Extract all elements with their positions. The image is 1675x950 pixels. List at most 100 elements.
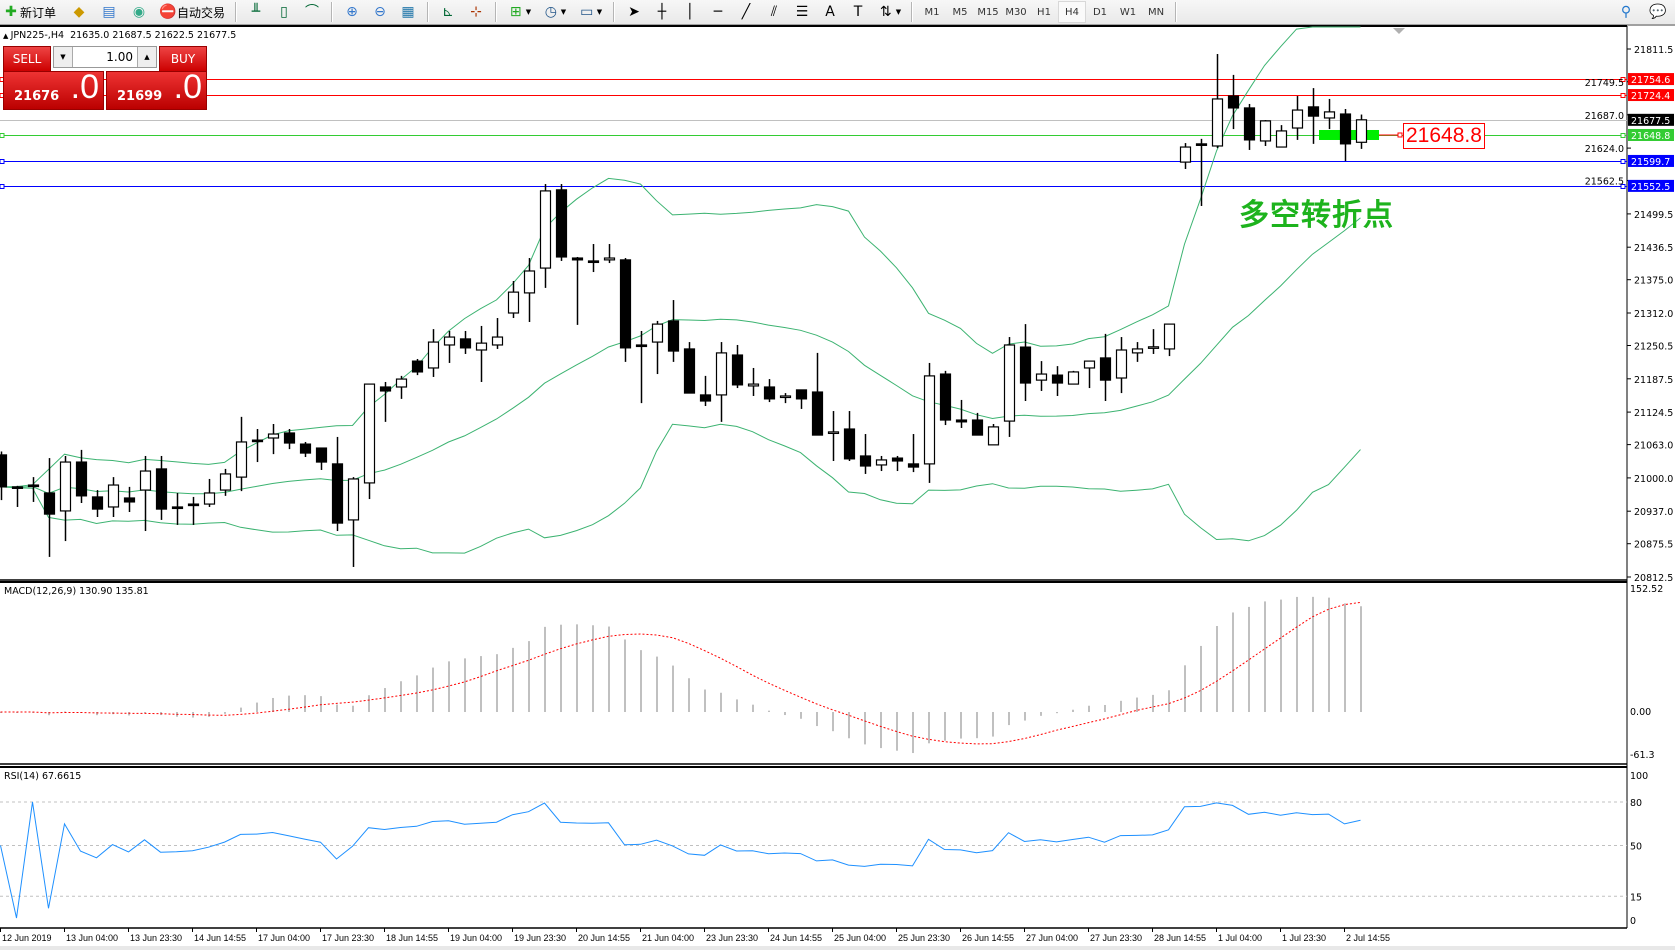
timeframe-m1[interactable]: M1 xyxy=(924,6,940,18)
periods-button[interactable]: ◷ ▼ xyxy=(536,1,572,23)
candle-body-bull xyxy=(1147,346,1160,349)
chat-button[interactable]: 💬 xyxy=(1641,1,1675,23)
line-anchor-left[interactable] xyxy=(0,159,5,164)
lot-size-input[interactable]: 1.00 xyxy=(106,50,133,64)
macd-histogram-bar xyxy=(256,702,258,712)
candle-body-bear xyxy=(1243,107,1256,141)
lot-decrease-button[interactable]: ▼ xyxy=(54,47,73,67)
horizontal-line-button[interactable]: ─ xyxy=(704,1,732,23)
price-label-object[interactable]: 21648.8 xyxy=(1403,123,1485,149)
navigator-button[interactable]: ◉ xyxy=(124,1,154,23)
crosshair-button[interactable]: ┼ xyxy=(648,1,676,23)
candle xyxy=(859,434,872,474)
candle-body-bear xyxy=(731,354,744,386)
new-order-button[interactable]: ✚ 新订单 xyxy=(0,1,58,23)
new-chart-button[interactable]: ⊞ ▼ xyxy=(502,1,536,23)
candle xyxy=(1259,120,1272,146)
timeframe-m15[interactable]: M15 xyxy=(977,6,999,18)
line-anchor-right[interactable] xyxy=(1620,184,1626,189)
line-anchor-left[interactable] xyxy=(0,184,5,189)
cursor-button[interactable]: ➤ xyxy=(620,1,648,23)
candle-body-bull xyxy=(603,257,616,261)
price-label-anchor[interactable] xyxy=(1397,132,1403,138)
candle xyxy=(331,436,344,532)
chart-shift-marker[interactable] xyxy=(1393,28,1405,34)
candle-body-bear xyxy=(299,443,312,454)
candle-body-bull xyxy=(779,395,792,399)
macd-histogram-bar xyxy=(1136,697,1138,712)
templates-button[interactable]: ▭ ▼ xyxy=(572,1,608,23)
macd-axis-label: -61.3 xyxy=(1630,750,1655,761)
macd-histogram-bar xyxy=(1120,700,1122,712)
separator xyxy=(235,2,237,22)
macd-histogram-bar xyxy=(704,689,706,712)
price-badge-bg xyxy=(1628,154,1674,167)
line-anchor-right[interactable] xyxy=(1620,159,1626,164)
collapse-icon[interactable]: ▲ xyxy=(3,32,11,40)
candle-body-bear xyxy=(1099,357,1112,381)
sell-price[interactable]: 21676 .0 xyxy=(3,68,104,110)
timeframe-m5[interactable]: M5 xyxy=(952,6,968,18)
candle-body-bull xyxy=(875,459,888,466)
timeframe-h4[interactable]: H4 xyxy=(1058,1,1086,23)
macd-histogram-bar xyxy=(960,712,962,739)
macd-histogram-bar xyxy=(512,647,514,712)
auto-trading-button[interactable]: ⛔ 自动交易 xyxy=(154,1,230,23)
line-anchor-right[interactable] xyxy=(1620,93,1626,98)
timeframe-d1[interactable]: D1 xyxy=(1092,6,1108,18)
new-order-label: 新订单 xyxy=(19,5,56,20)
lot-size-stepper[interactable]: ▼ 1.00 ▲ xyxy=(53,46,157,68)
vertical-line-button[interactable]: │ xyxy=(676,1,704,23)
line-anchor-right[interactable] xyxy=(1620,133,1626,138)
time-axis: 12 Jun 2019 13 Jun 04:00 13 Jun 23:30 14 Ju… xyxy=(0,928,1675,950)
chart-shift-button[interactable]: ⊹ xyxy=(462,1,490,23)
zoom-in-icon: ⊕ xyxy=(346,4,358,20)
line-chart-button[interactable]: ⌒ xyxy=(298,1,326,23)
timeframe-w1[interactable]: W1 xyxy=(1119,6,1137,18)
line-anchor-right[interactable] xyxy=(1620,77,1626,82)
candle-body-bull xyxy=(923,375,936,465)
lot-increase-button[interactable]: ▲ xyxy=(137,47,156,67)
fibonacci-button[interactable]: ☰ xyxy=(788,1,816,23)
market-watch-button[interactable]: ◆ xyxy=(64,1,94,23)
text-label-button[interactable]: T xyxy=(844,1,872,23)
tile-windows-button[interactable]: ▦ xyxy=(394,1,422,23)
price-badge-text: 21648.8 xyxy=(1631,131,1670,142)
chart-annotation-text[interactable]: 多空转折点 xyxy=(1239,198,1394,233)
line-anchor-left[interactable] xyxy=(0,133,5,138)
text-button[interactable]: A xyxy=(816,1,844,23)
candle xyxy=(1147,329,1160,354)
periods-icon: ◷ xyxy=(544,4,557,20)
zoom-in-button[interactable]: ⊕ xyxy=(338,1,366,23)
arrows-button[interactable]: ⇅ ▼ xyxy=(872,1,906,23)
macd-histogram-bar xyxy=(1184,665,1186,712)
candle-body-bear xyxy=(1019,346,1032,384)
macd-histogram-bar xyxy=(432,667,434,712)
candle-body-bear xyxy=(763,386,776,400)
separator xyxy=(495,2,497,22)
new-order-icon: ✚ xyxy=(5,4,17,20)
timeframe-mn[interactable]: MN xyxy=(1147,6,1165,18)
candle-body-bear xyxy=(891,457,904,462)
search-button[interactable]: ⚲ xyxy=(1611,1,1641,23)
equidistant-channel-button[interactable]: ⫽ xyxy=(760,1,788,23)
candle-body-bear xyxy=(187,503,200,507)
time-tick-label: 19 Jun 04:00 xyxy=(450,933,502,943)
bar-chart-button[interactable]: ╨ xyxy=(242,1,270,23)
timeframe-m30[interactable]: M30 xyxy=(1005,6,1027,18)
sell-price-big: .0 xyxy=(70,68,99,106)
zoom-out-button[interactable]: ⊖ xyxy=(366,1,394,23)
price-badge-bg xyxy=(1628,113,1674,126)
sell-button[interactable]: SELL xyxy=(3,46,51,72)
candlestick-button[interactable]: ▯ xyxy=(270,1,298,23)
data-window-button[interactable]: ▤ xyxy=(94,1,124,23)
rsi-axis-label: 80 xyxy=(1630,798,1642,809)
trendline-button[interactable]: ╱ xyxy=(732,1,760,23)
time-tick-label: 20 Jun 14:55 xyxy=(578,933,630,943)
auto-scroll-button[interactable]: ⊾ xyxy=(434,1,462,23)
buy-price[interactable]: 21699 .0 xyxy=(106,68,207,110)
price-badges: 21754.6 21724.4 21677.5 21648.8 21599.7 21552… xyxy=(1628,73,1674,193)
new-chart-icon: ⊞ xyxy=(509,4,522,20)
timeframe-h1[interactable]: H1 xyxy=(1037,6,1051,18)
